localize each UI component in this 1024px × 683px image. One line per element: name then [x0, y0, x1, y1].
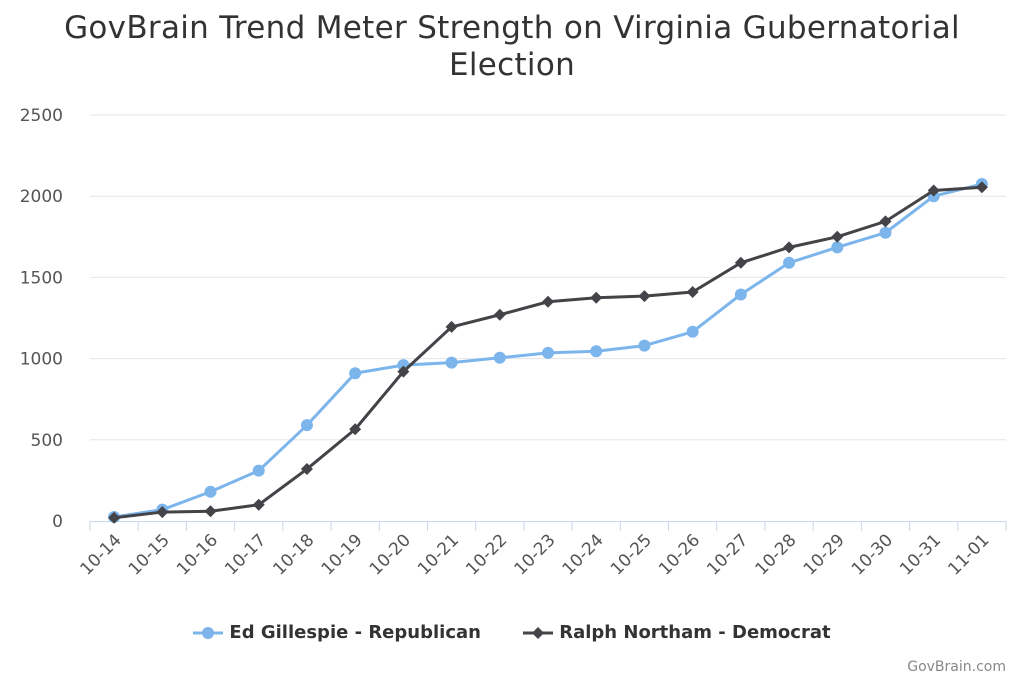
x-tick-label: 10-20 — [366, 530, 415, 579]
x-tick-label: 10-17 — [221, 530, 270, 579]
y-tick-label: 2000 — [20, 187, 63, 207]
data-point — [397, 365, 410, 378]
data-point — [783, 256, 796, 269]
x-tick-label: 10-14 — [77, 530, 126, 579]
data-point — [542, 346, 554, 359]
y-tick-label: 1500 — [20, 268, 63, 288]
data-point — [686, 325, 699, 338]
data-point — [734, 256, 747, 269]
x-tick-label: 10-28 — [752, 530, 801, 579]
x-tick-label: 10-22 — [462, 530, 511, 579]
legend-label-gillespie: Ed Gillespie - Republican — [229, 622, 481, 643]
legend: Ed Gillespie - Republican Ralph Northam … — [0, 622, 1024, 643]
data-point — [300, 419, 313, 432]
legend-item-northam[interactable]: Ralph Northam - Democrat — [523, 622, 831, 643]
data-point — [879, 226, 892, 239]
data-point — [783, 241, 796, 254]
data-point — [590, 291, 603, 304]
x-tick-label: 10-26 — [655, 530, 704, 579]
y-axis: 0 500 1000 1500 2000 2500 — [20, 106, 63, 532]
data-point — [493, 308, 506, 321]
data-point — [108, 511, 121, 524]
x-tick-label: 10-24 — [559, 530, 608, 579]
x-tick-label: 10-31 — [896, 530, 945, 579]
data-point — [831, 230, 844, 243]
y-tick-label: 1000 — [20, 350, 63, 370]
data-point — [252, 498, 265, 511]
x-tick-label: 10-30 — [848, 530, 897, 579]
y-tick-label: 2500 — [20, 106, 63, 126]
series-group — [108, 178, 988, 524]
x-tick-label: 10-27 — [703, 530, 752, 579]
x-tick-label: 11-01 — [944, 530, 993, 579]
data-point — [445, 320, 458, 333]
chart-title-line-2: Election — [448, 47, 576, 83]
legend-diamond-marker-icon — [523, 627, 554, 639]
data-point — [975, 181, 988, 194]
y-tick-label: 500 — [31, 431, 63, 451]
chart-title: GovBrain Trend Meter Strength on Virgini… — [0, 10, 1024, 84]
data-point — [927, 184, 940, 197]
data-point — [156, 506, 169, 519]
chart-title-line-1: GovBrain Trend Meter Strength on Virgini… — [64, 10, 960, 46]
x-tick-label: 10-16 — [173, 530, 222, 579]
x-tick-label: 10-18 — [269, 530, 318, 579]
data-point — [638, 290, 651, 303]
data-point — [879, 215, 892, 228]
legend-circle-marker-icon — [193, 627, 224, 639]
data-point — [204, 505, 217, 518]
data-point — [590, 345, 603, 358]
data-point — [638, 339, 651, 352]
x-axis: 10-14 10-15 10-16 10-17 10-18 10-19 10-20 10-21… — [77, 521, 1007, 579]
grid-lines — [90, 114, 1006, 441]
legend-item-gillespie[interactable]: Ed Gillespie - Republican — [193, 622, 481, 643]
data-point — [349, 423, 362, 436]
x-tick-label: 10-29 — [800, 530, 849, 579]
data-point — [493, 351, 506, 364]
x-tick-label: 10-25 — [607, 530, 656, 579]
data-point — [300, 463, 313, 476]
data-point — [349, 367, 362, 380]
y-tick-label: 0 — [52, 512, 63, 532]
data-point — [686, 286, 699, 299]
data-point — [734, 288, 747, 301]
data-point — [252, 464, 265, 477]
data-point — [204, 485, 217, 498]
data-point — [542, 295, 554, 308]
data-point — [831, 241, 844, 254]
data-point — [445, 356, 458, 369]
x-tick-label: 10-19 — [318, 530, 367, 579]
credit-link[interactable]: GovBrain.com — [907, 659, 1006, 675]
x-tick-label: 10-21 — [414, 530, 463, 579]
x-tick-label: 10-23 — [510, 530, 559, 579]
legend-label-northam: Ralph Northam - Democrat — [559, 622, 831, 643]
x-tick-label: 10-15 — [125, 530, 174, 579]
